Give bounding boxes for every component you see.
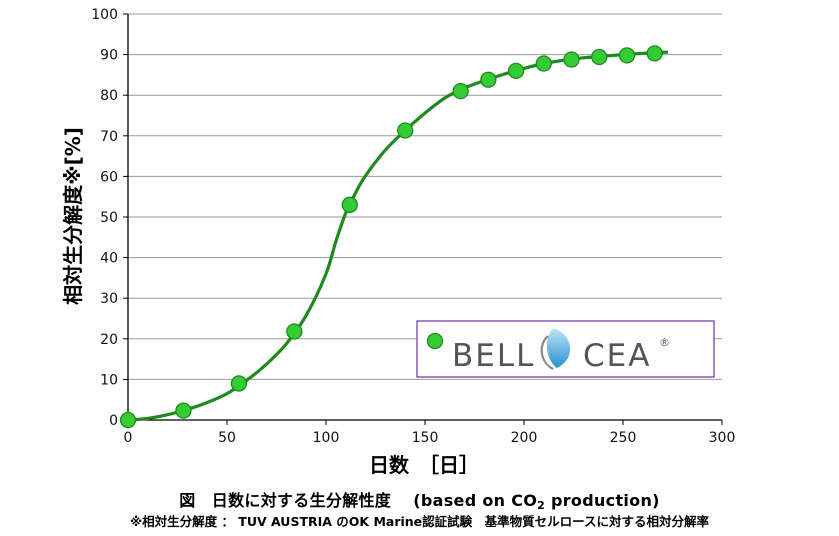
x-tick-label: 0	[124, 430, 133, 446]
y-tick-label: 10	[100, 372, 118, 388]
legend-brand-part2: CEA	[583, 338, 651, 374]
data-point	[535, 55, 552, 72]
y-tick-label: 30	[100, 291, 118, 307]
gridlines	[128, 13, 722, 380]
x-tick-label: 100	[313, 430, 340, 446]
data-point	[480, 71, 497, 88]
legend: BELL CEA ®	[416, 320, 715, 378]
x-tick-label: 50	[218, 430, 236, 446]
caption-main-suffix: production)	[545, 491, 660, 510]
y-tick-label: 100	[91, 7, 118, 23]
data-point	[397, 122, 414, 139]
y-tick-label: 80	[100, 88, 118, 104]
data-point	[452, 82, 469, 100]
x-tick-label: 250	[610, 430, 637, 446]
leaf-o-icon	[540, 328, 571, 370]
y-tick-label: 50	[100, 210, 118, 226]
figure-caption: 図 日数に対する生分解性度 (based on CO2 production)	[0, 487, 839, 512]
data-point	[646, 45, 663, 62]
y-tick-label: 40	[100, 251, 118, 267]
data-series	[119, 45, 669, 429]
data-point	[563, 51, 580, 68]
legend-brand-part1: BELL	[452, 338, 535, 374]
y-tick-label: 70	[100, 129, 118, 145]
y-tick-label: 60	[100, 169, 118, 185]
data-point	[119, 411, 137, 429]
data-point	[618, 47, 636, 64]
figure-footnote: ※相対生分解度 ： TUV AUSTRIA のOK Marine認証試験 基準物…	[129, 514, 710, 529]
x-tick-label: 300	[709, 430, 736, 446]
data-point	[591, 48, 608, 66]
caption-main-prefix: 図 日数に対する生分解性度 (based on CO	[179, 491, 538, 510]
y-axis-label: 相対生分解度※[%]	[61, 127, 85, 305]
y-tick-label: 90	[100, 48, 118, 64]
x-tick-label: 200	[511, 430, 538, 446]
data-point	[230, 375, 248, 392]
y-tick-label: 20	[100, 332, 118, 348]
x-axis-label: 日数 ［日］	[369, 453, 479, 477]
legend-registered-mark: ®	[659, 336, 670, 349]
data-point	[175, 402, 192, 419]
data-point	[507, 62, 525, 79]
caption-subscript: 2	[537, 499, 546, 512]
data-point	[341, 196, 358, 213]
x-tick-label: 150	[412, 430, 439, 446]
legend-marker	[426, 332, 444, 350]
data-point	[286, 323, 303, 340]
y-tick-label: 0	[109, 413, 118, 429]
tick-labels: 0 10 20 30 40 50 60 70 80 90 100 0 50 100 150 200 250 300	[91, 7, 735, 446]
